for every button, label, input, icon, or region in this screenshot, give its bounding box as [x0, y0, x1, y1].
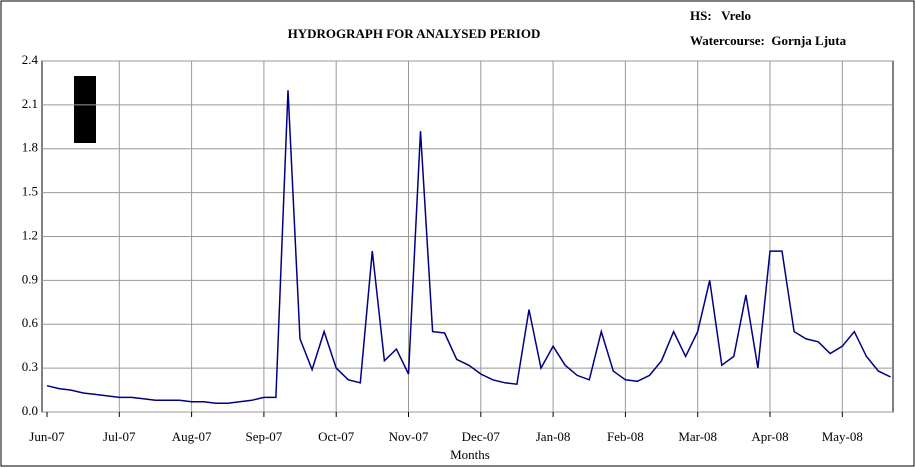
legend-box — [74, 76, 96, 143]
y-tick-label: 0.3 — [22, 359, 38, 374]
x-tick-label: Apr-08 — [751, 429, 788, 444]
x-tick-label: Jun-07 — [29, 429, 65, 444]
chart-title: HYDROGRAPH FOR ANALYSED PERIOD — [288, 26, 541, 41]
annotation: HS: Vrelo — [690, 8, 751, 23]
y-tick-label: 2.4 — [22, 52, 39, 67]
y-tick-label: 1.5 — [22, 184, 38, 199]
y-tick-label: 1.8 — [22, 140, 38, 155]
line-series — [46, 90, 891, 404]
x-tick-label: Dec-07 — [462, 429, 501, 444]
x-tick-label: Feb-08 — [607, 429, 644, 444]
x-tick-label: Mar-08 — [678, 429, 717, 444]
y-tick-label: 0.0 — [22, 403, 38, 418]
x-tick-label: May-08 — [822, 429, 863, 444]
x-tick-label: Jan-08 — [536, 429, 571, 444]
annotation: Watercourse: Gornja Ljuta — [690, 33, 847, 48]
x-axis-label: Months — [450, 447, 490, 462]
x-tick-label: Sep-07 — [245, 429, 282, 444]
y-tick-label: 2.1 — [22, 96, 38, 111]
x-tick-label: Aug-07 — [172, 429, 212, 444]
x-tick-label: Jul-07 — [103, 429, 136, 444]
x-tick-label: Oct-07 — [318, 429, 355, 444]
y-tick-label: 0.9 — [22, 271, 38, 286]
x-tick-label: Nov-07 — [389, 429, 429, 444]
y-tick-label: 0.6 — [22, 315, 39, 330]
y-tick-label: 1.2 — [22, 227, 38, 242]
